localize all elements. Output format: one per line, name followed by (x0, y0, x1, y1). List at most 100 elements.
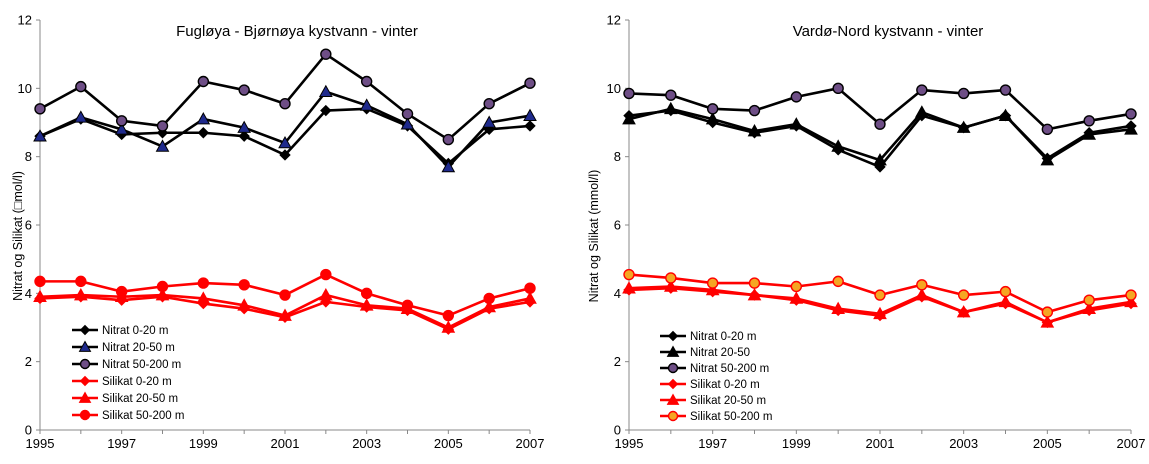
chart-right-title: Vardø-Nord kystvann - vinter (793, 23, 984, 40)
legend-swatch-marker (667, 378, 679, 390)
data-point (916, 279, 928, 291)
data-point (156, 280, 169, 293)
legend-swatch-marker (667, 410, 679, 422)
x-tick-label: 1997 (107, 436, 136, 451)
data-point (873, 153, 887, 166)
data-point (320, 104, 332, 117)
y-tick-label: 6 (25, 218, 32, 233)
legend-label: Silikat 50-200 m (690, 411, 772, 423)
x-tick-label: 2003 (949, 436, 978, 451)
data-point (1125, 108, 1137, 120)
data-point (1082, 127, 1097, 140)
data-point (831, 139, 846, 152)
data-point (957, 87, 970, 100)
data-point (359, 298, 374, 311)
x-tick-label: 2005 (1033, 436, 1062, 451)
data-point (1040, 315, 1055, 328)
data-point (441, 159, 456, 173)
data-point (1125, 289, 1137, 301)
x-tick-label: 2001 (271, 436, 300, 451)
data-point (483, 98, 495, 110)
y-tick-label: 8 (614, 149, 621, 164)
data-point (705, 282, 720, 296)
legend-swatch-marker (79, 324, 91, 336)
chart-left-y-axis-label: Nitrat og Silikat (□mol/l) (11, 171, 25, 301)
y-tick-label: 4 (614, 286, 621, 301)
data-point (665, 272, 677, 284)
series-nitrat-20-50-m (33, 84, 537, 173)
data-point (73, 288, 88, 301)
chart-right-legend: Nitrat 0-20 m Nitrat 20-50 Nitrat 50-200 m… (660, 330, 772, 423)
data-point (999, 285, 1012, 298)
legend-swatch-marker (78, 340, 92, 352)
data-point (442, 133, 455, 146)
series-silikat-20-50-m (622, 279, 1138, 328)
legend-entry: Nitrat 0-20 m (660, 330, 756, 343)
legend-entry: Silikat 0-20 m (72, 375, 172, 388)
data-point (747, 124, 762, 137)
legend-entry: Silikat 20-50 m (660, 393, 766, 407)
data-point (663, 101, 678, 115)
x-tick-label: 2007 (1117, 436, 1146, 451)
data-point (523, 108, 537, 121)
legend-label: Silikat 0-20 m (690, 379, 760, 391)
chart-left-series (33, 48, 537, 335)
data-point (279, 149, 291, 161)
data-point (278, 135, 292, 149)
data-point (401, 108, 414, 120)
y-tick-label: 10 (18, 81, 32, 96)
data-point (238, 84, 250, 96)
data-point (483, 292, 495, 305)
y-tick-label: 8 (25, 149, 32, 164)
series-silikat-50-200-m (34, 268, 536, 322)
data-point (748, 277, 761, 289)
data-point (957, 289, 970, 301)
data-point (998, 294, 1013, 308)
data-point (998, 108, 1013, 121)
data-point (482, 299, 497, 313)
x-tick-label: 2005 (434, 436, 463, 451)
x-tick-label: 1999 (189, 436, 218, 451)
data-point (197, 127, 210, 139)
legend-label: Silikat 20-50 m (102, 393, 178, 405)
data-point (665, 89, 677, 101)
chart-right-series (622, 82, 1138, 329)
data-point (115, 285, 128, 298)
data-point (360, 75, 373, 88)
data-point (706, 103, 719, 115)
data-point (34, 103, 46, 115)
y-tick-label: 6 (614, 218, 621, 233)
data-point (622, 112, 636, 125)
chart-right: Vardø-Nord kystvann - vinter Nitrat og S… (587, 13, 1145, 452)
x-tick-label: 1995 (26, 436, 55, 451)
data-point (663, 279, 678, 292)
legend-swatch-marker (667, 362, 679, 374)
data-point (706, 277, 719, 289)
legend-swatch-marker (79, 375, 91, 387)
data-point (789, 291, 804, 304)
data-point (916, 84, 928, 96)
legend-entry: Silikat 50-200 m (72, 409, 184, 422)
x-tick-label: 1999 (782, 436, 811, 451)
data-point (197, 75, 210, 88)
data-point (999, 84, 1012, 96)
legend-entry: Silikat 20-50 m (72, 391, 178, 405)
legend-label: Nitrat 50-200 m (102, 359, 181, 371)
data-point (196, 291, 211, 304)
series-nitrat-50-200-m (623, 82, 1137, 136)
y-tick-label: 0 (25, 423, 32, 438)
data-point (401, 299, 414, 311)
legend-label: Silikat 50-200 m (102, 410, 184, 422)
legend-swatch-marker (666, 393, 680, 405)
data-point (1040, 153, 1055, 166)
data-point (790, 91, 803, 103)
legend-entry: Nitrat 20-50 m (72, 340, 175, 354)
data-point (1083, 294, 1095, 306)
legend-entry: Nitrat 50-200 m (72, 358, 181, 371)
data-point (956, 120, 971, 133)
y-tick-label: 12 (18, 13, 32, 28)
data-point (359, 98, 374, 111)
data-point (623, 268, 635, 281)
